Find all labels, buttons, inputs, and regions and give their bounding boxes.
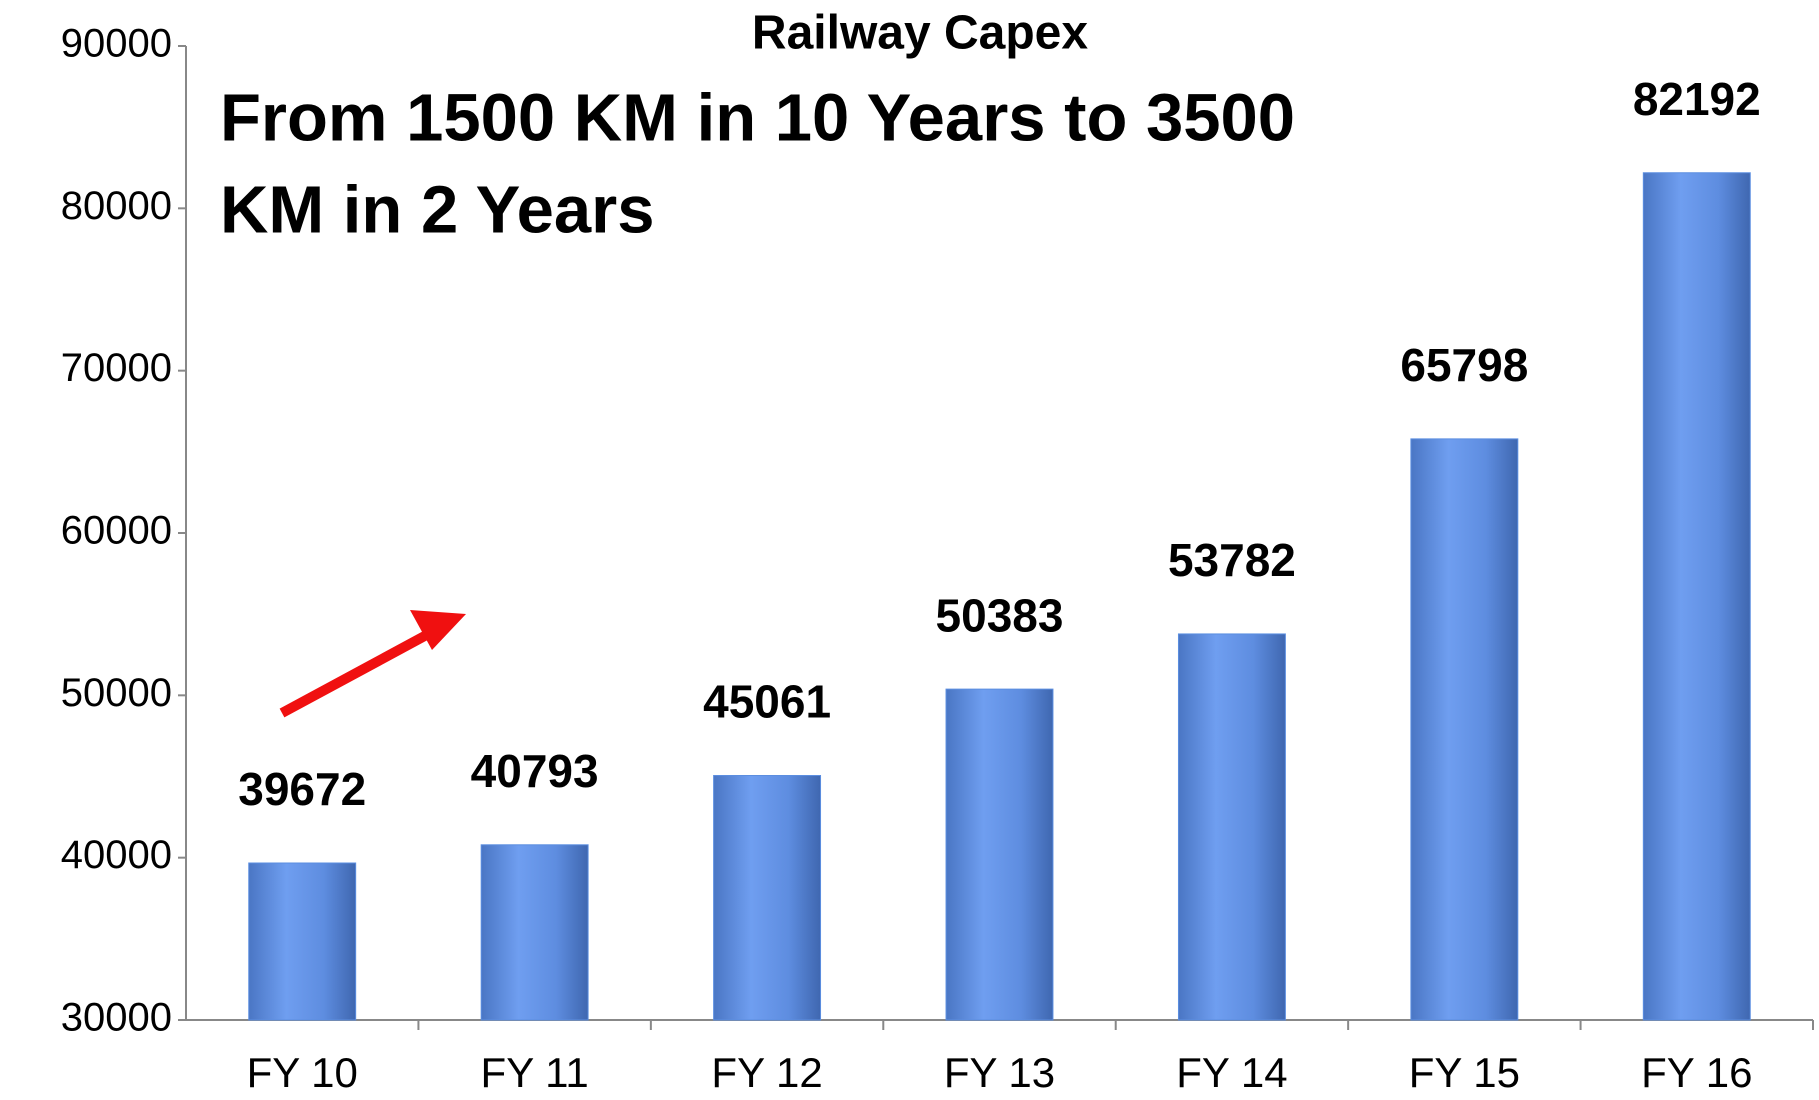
bar xyxy=(1642,172,1751,1021)
bar xyxy=(1177,633,1286,1021)
y-tick-label: 30000 xyxy=(61,996,172,1040)
annotation: KM in 2 Years xyxy=(220,173,655,248)
y-tick-label: 80000 xyxy=(61,184,172,228)
y-tick-label: 50000 xyxy=(61,671,172,715)
y-tick-label: 90000 xyxy=(61,22,172,66)
annotation: From 1500 KM in 10 Years to 3500 xyxy=(220,81,1295,156)
x-tick-label: FY 12 xyxy=(711,1049,822,1096)
data-label: 53782 xyxy=(1168,534,1296,586)
y-tick-label: 60000 xyxy=(61,509,172,553)
x-tick-label: FY 13 xyxy=(944,1049,1055,1096)
bar xyxy=(248,862,357,1021)
bar xyxy=(945,688,1054,1021)
x-tick-label: FY 16 xyxy=(1641,1049,1752,1096)
data-label: 50383 xyxy=(936,589,1064,641)
x-tick-label: FY 10 xyxy=(247,1049,358,1096)
y-tick-label: 40000 xyxy=(61,833,172,877)
data-label: 39672 xyxy=(238,763,366,815)
x-tick-label: FY 11 xyxy=(481,1049,589,1096)
arrow xyxy=(279,610,466,718)
data-label: 82192 xyxy=(1633,73,1761,125)
chart-title: Railway Capex xyxy=(752,7,1088,60)
x-tick-label: FY 14 xyxy=(1176,1049,1287,1096)
data-label: 65798 xyxy=(1400,339,1528,391)
data-label: 45061 xyxy=(703,676,831,728)
bar xyxy=(1410,438,1519,1021)
bar xyxy=(480,844,589,1021)
data-label: 40793 xyxy=(471,745,599,797)
bar xyxy=(713,775,822,1021)
x-tick-label: FY 15 xyxy=(1409,1049,1520,1096)
y-tick-label: 70000 xyxy=(61,346,172,390)
